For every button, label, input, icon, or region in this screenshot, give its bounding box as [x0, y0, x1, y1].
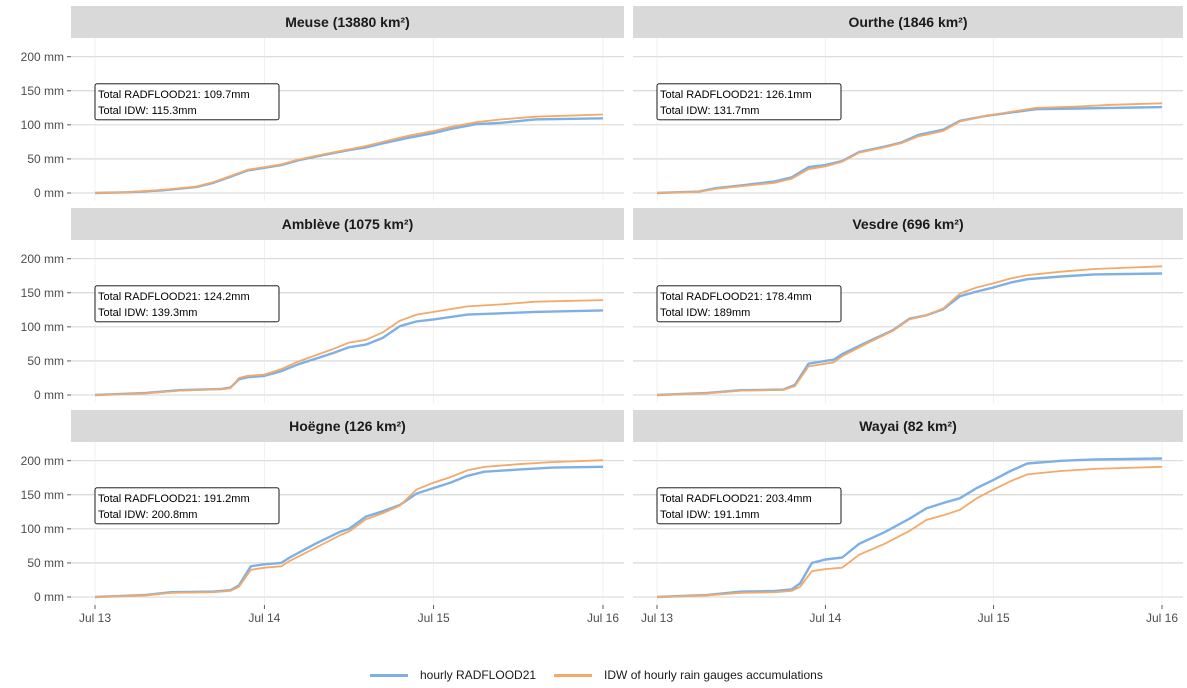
annotation-idw-total: Total IDW: 131.7mm: [660, 105, 759, 117]
faceted-line-chart: Meuse (13880 km²) 0 mm 50 mm 100 mm 150 mm 20…: [21, 6, 1183, 625]
facet-strip: [633, 6, 1183, 38]
series-line-idw: [656, 465, 1163, 598]
x-tick-label: Jul 13: [641, 611, 673, 625]
annotation-box: [94, 83, 280, 121]
x-tick-label: Jul 15: [418, 611, 450, 625]
x-tick-label: Jul 14: [809, 611, 841, 625]
annotation-box: [94, 487, 280, 525]
legend: hourly RADFLOOD21 IDW of hourly rain gau…: [0, 662, 1187, 688]
x-tick-label: Jul 16: [587, 611, 619, 625]
x-tick-label: Jul 14: [248, 611, 280, 625]
y-tick-label: 150 mm: [21, 488, 64, 502]
series-line-idw: [94, 113, 604, 194]
series-line-radflood: [94, 117, 604, 195]
annotation-radflood-total: Total RADFLOOD21: 124.2mm: [98, 291, 250, 303]
series-line-idw: [94, 299, 604, 396]
y-tick-label: 50 mm: [27, 556, 64, 570]
annotation-radflood-total: Total RADFLOOD21: 126.1mm: [660, 89, 812, 101]
facet-strip: [71, 208, 624, 240]
y-tick-label: 50 mm: [27, 354, 64, 368]
series-line-idw: [656, 102, 1163, 194]
series-line-idw: [94, 459, 604, 598]
y-tick-label: 150 mm: [21, 84, 64, 98]
legend-label-radflood: hourly RADFLOOD21: [420, 668, 537, 682]
facet-title: Meuse (13880 km²): [285, 14, 410, 30]
y-tick-label: 50 mm: [27, 152, 64, 166]
facet-title: Ourthe (1846 km²): [848, 14, 967, 30]
annotation-radflood-total: Total RADFLOOD21: 178.4mm: [660, 291, 812, 303]
annotation-radflood-total: Total RADFLOOD21: 203.4mm: [660, 493, 812, 505]
facet-strip: [71, 410, 624, 442]
y-tick-label: 100 mm: [21, 320, 64, 334]
facet-strip: [633, 410, 1183, 442]
y-tick-label: 150 mm: [21, 286, 64, 300]
legend-item-idw: IDW of hourly rain gauges accumulations: [554, 668, 823, 682]
series-line-idw: [656, 265, 1163, 396]
annotation-idw-total: Total IDW: 200.8mm: [98, 509, 197, 521]
x-tick-label: Jul 16: [1146, 611, 1178, 625]
facet-title: Wayai (82 km²): [859, 418, 957, 434]
annotation-idw-total: Total IDW: 139.3mm: [98, 307, 197, 319]
annotation-idw-total: Total IDW: 189mm: [660, 307, 750, 319]
facet-title: Amblève (1075 km²): [282, 216, 414, 232]
legend-item-radflood: hourly RADFLOOD21: [370, 668, 536, 682]
annotation-box: [656, 285, 842, 323]
legend-key-radflood: [370, 673, 408, 677]
y-tick-label: 200 mm: [21, 454, 64, 468]
y-tick-label: 0 mm: [34, 186, 64, 200]
facet-title: Vesdre (696 km²): [852, 216, 963, 232]
annotation-box: [656, 83, 842, 121]
annotation-box: [656, 487, 842, 525]
facet-title: Hoëgne (126 km²): [289, 418, 406, 434]
legend-key-idw: [554, 673, 593, 677]
facet-strip: [71, 6, 624, 38]
y-tick-label: 100 mm: [21, 118, 64, 132]
annotation-box: [94, 285, 280, 323]
facet-strip: [633, 208, 1183, 240]
annotation-idw-total: Total IDW: 115.3mm: [98, 105, 197, 117]
y-tick-label: 0 mm: [34, 590, 64, 604]
y-tick-label: 100 mm: [21, 522, 64, 536]
legend-label-idw: IDW of hourly rain gauges accumulations: [604, 668, 823, 682]
x-tick-label: Jul 15: [978, 611, 1010, 625]
y-tick-label: 200 mm: [21, 50, 64, 64]
annotation-radflood-total: Total RADFLOOD21: 191.2mm: [98, 493, 250, 505]
x-tick-label: Jul 13: [79, 611, 111, 625]
series-line-radflood: [656, 457, 1163, 599]
series-line-radflood: [94, 309, 604, 397]
y-tick-label: 0 mm: [34, 388, 64, 402]
annotation-idw-total: Total IDW: 191.1mm: [660, 509, 759, 521]
annotation-radflood-total: Total RADFLOOD21: 109.7mm: [98, 89, 250, 101]
y-tick-label: 200 mm: [21, 252, 64, 266]
